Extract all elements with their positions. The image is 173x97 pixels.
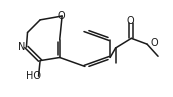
Text: O: O [58,10,65,21]
Text: HO: HO [26,71,40,81]
Text: N: N [18,42,26,52]
Text: O: O [151,38,159,48]
Text: O: O [127,16,134,26]
